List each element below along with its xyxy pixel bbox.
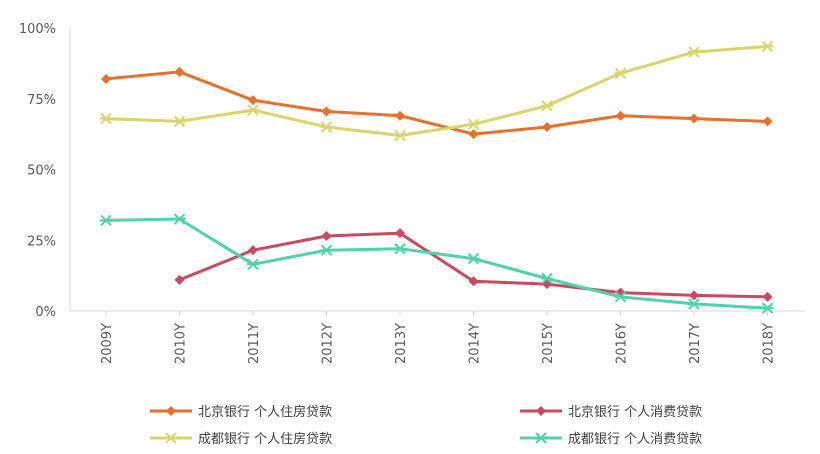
legend-label: 北京银行 个人住房贷款 [198, 404, 332, 420]
x-tick-label: 2017Y [688, 323, 703, 364]
y-tick-label: 0% [35, 305, 56, 320]
data-point [762, 116, 773, 127]
data-point [542, 122, 552, 133]
x-tick-label: 2009Y [100, 323, 115, 364]
series-line-0 [105, 70, 768, 136]
data-point [467, 118, 480, 130]
series-line-3 [105, 217, 768, 310]
data-point [321, 106, 332, 117]
series-line-2 [105, 44, 768, 137]
legend-marker [165, 432, 177, 444]
data-point [248, 95, 258, 106]
data-point [467, 252, 480, 265]
legend-label: 北京银行 个人消费贷款 [568, 405, 702, 420]
data-point [615, 110, 626, 121]
y-tick-label: 50% [27, 164, 56, 179]
legend-marker [535, 432, 547, 444]
data-point [100, 112, 112, 125]
data-point [761, 302, 774, 314]
data-point [395, 110, 405, 121]
data-point [248, 245, 258, 256]
y-tick-label: 25% [27, 234, 56, 249]
legend-marker [166, 406, 176, 416]
data-point [468, 276, 479, 287]
y-tick-label: 100% [19, 22, 56, 37]
data-point [100, 214, 112, 227]
axes: 0% 25% 50% 75% 100% 2009Y 2010Y 2011Y 2012Y 2013Y… [19, 22, 805, 364]
data-point [174, 66, 185, 77]
x-tick-label: 2010Y [174, 323, 189, 364]
data-point [247, 258, 259, 271]
data-point [394, 243, 406, 255]
data-point [320, 244, 333, 256]
x-tick-label: 2018Y [762, 323, 777, 364]
x-tick-label: 2012Y [321, 323, 336, 364]
data-point [689, 290, 699, 301]
data-point [173, 115, 186, 128]
y-tick-label: 75% [27, 93, 56, 108]
x-tick-label: 2013Y [394, 323, 409, 364]
data-point [541, 272, 553, 285]
legend-label: 成都银行 个人住房贷款 [198, 431, 332, 447]
x-tick-label: 2015Y [541, 323, 556, 364]
data-point [174, 274, 185, 285]
data-point [614, 67, 627, 79]
data-point [762, 291, 773, 302]
data-point [688, 298, 700, 310]
data-point [247, 104, 259, 116]
data-point [541, 100, 553, 112]
data-point [321, 231, 332, 242]
x-tick-label: 2011Y [247, 323, 262, 364]
series-line-1 [178, 231, 768, 299]
data-point [395, 228, 405, 239]
data-point [614, 291, 627, 303]
data-point [689, 113, 699, 124]
data-point [320, 121, 333, 133]
data-point [688, 46, 700, 58]
data-point [394, 129, 406, 142]
series-layer [100, 40, 774, 314]
legend-label: 成都银行 个人消费贷款 [568, 432, 702, 447]
data-point [761, 40, 774, 53]
data-point [173, 213, 186, 225]
data-point [468, 129, 479, 140]
x-tick-label: 2014Y [468, 323, 483, 364]
data-point [101, 73, 111, 84]
x-tick-label: 2016Y [615, 323, 630, 364]
legend-marker [536, 406, 546, 416]
